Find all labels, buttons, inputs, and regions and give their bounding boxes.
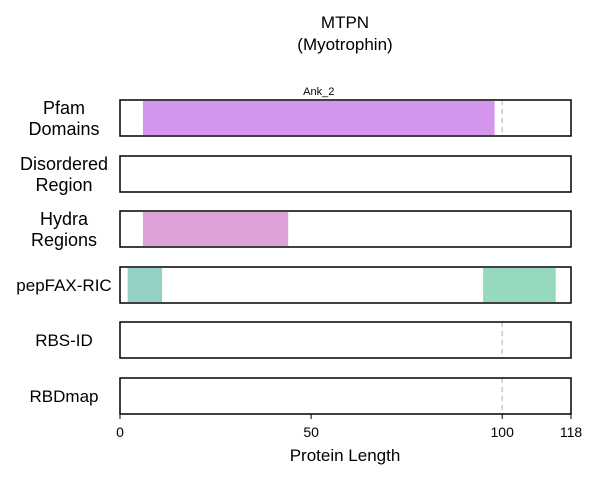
x-tick-label: 118 xyxy=(560,424,583,440)
x-tick-label: 100 xyxy=(491,424,515,440)
track-label-line: Hydra xyxy=(40,209,89,229)
track-frame xyxy=(119,210,572,248)
track: Ank_2 Pfam Domains xyxy=(28,86,572,139)
x-tick-label: 50 xyxy=(303,424,319,440)
domain-segment xyxy=(142,212,289,246)
track-label-line: Region xyxy=(35,175,92,195)
track-frame xyxy=(119,266,572,304)
chart-subtitle: (Myotrophin) xyxy=(297,35,392,54)
track-label: Hydra Regions xyxy=(31,209,97,250)
track: Hydra Regions xyxy=(31,209,572,250)
x-axis: 0 50 100 118 xyxy=(116,414,582,440)
track-label-line: Regions xyxy=(31,230,97,250)
track-label-line: Domains xyxy=(28,119,99,139)
track-label-line: Disordered xyxy=(20,154,108,174)
domain-segment xyxy=(483,268,556,302)
domain-segment xyxy=(127,268,163,302)
track-label-line: pepFAX-RIC xyxy=(16,276,111,295)
track-label-line: Pfam xyxy=(43,98,85,118)
track: RBDmap xyxy=(30,377,572,415)
track-frame xyxy=(119,99,572,137)
track-label-line: RBS-ID xyxy=(35,331,93,350)
track: RBS-ID xyxy=(35,321,572,359)
track-label: Pfam Domains xyxy=(28,98,99,139)
track: pepFAX-RIC xyxy=(16,266,572,304)
track-label: RBDmap xyxy=(30,387,99,406)
track-frame xyxy=(119,321,572,359)
domain-label: Ank_2 xyxy=(303,86,334,98)
x-tick-label: 0 xyxy=(116,424,124,440)
track-frame xyxy=(119,155,572,193)
chart-title: MTPN xyxy=(321,13,369,32)
track-label: RBS-ID xyxy=(35,331,93,350)
x-axis-label: Protein Length xyxy=(290,446,401,465)
domain-segment xyxy=(142,101,495,135)
track: Disordered Region xyxy=(20,154,572,195)
track-frame xyxy=(119,377,572,415)
track-label-line: RBDmap xyxy=(30,387,99,406)
track-label: Disordered Region xyxy=(20,154,108,195)
track-label: pepFAX-RIC xyxy=(16,276,111,295)
